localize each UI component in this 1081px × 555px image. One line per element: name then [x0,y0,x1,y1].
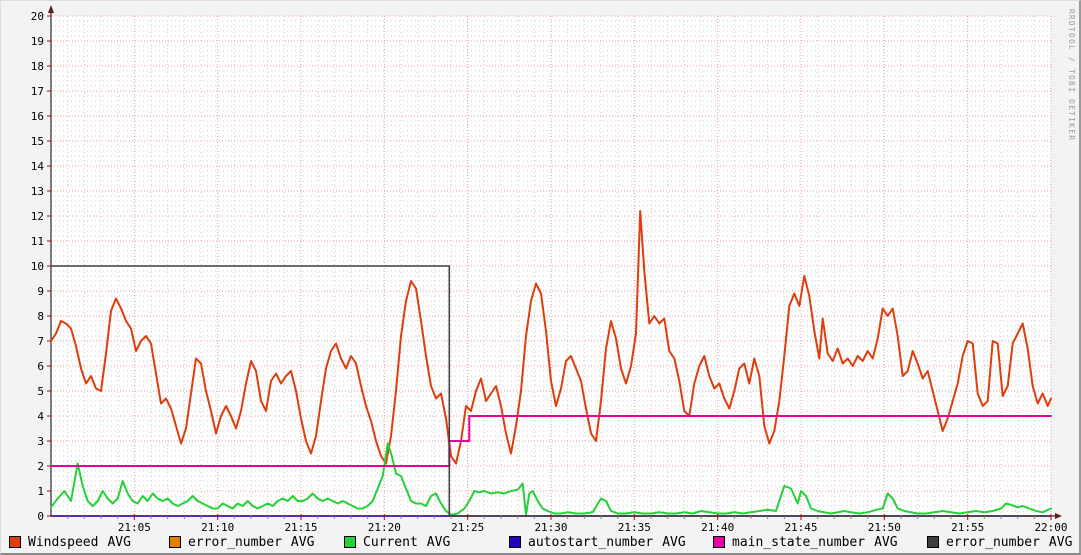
legend-series-stat: AVG [107,534,131,550]
legend-swatch-icon [713,536,725,548]
series-line-Current [50,442,1052,516]
legend-item-error_number-5: error_number AVG [927,534,1072,550]
y-tick-label: 8 [37,310,44,323]
x-tick-label: 21:10 [201,521,234,534]
watermark-text: RRDTOOL / TOBI OETIKER [1067,9,1076,142]
y-tick-label: 11 [31,235,44,248]
series-line-main_state_number [50,415,1052,467]
legend-item-error_number-1: error_number AVG [169,534,314,550]
y-tick-label: 6 [37,360,44,373]
legend-series-name: autostart_number [528,534,654,550]
legend-series-name: error_number [946,534,1040,550]
legend: Windspeed AVG error_number AVG Current AVG aut… [1,534,1079,552]
y-tick-label: 20 [31,10,44,23]
x-tick-label: 21:35 [618,521,651,534]
y-tick-label: 1 [37,485,44,498]
x-axis-arrow-icon [1055,513,1062,519]
y-tick-label: 18 [31,60,44,73]
y-tick-label: 14 [31,160,45,173]
x-tick-label: 21:15 [284,521,317,534]
x-tick-label: 21:05 [118,521,151,534]
legend-series-stat: AVG [1048,534,1073,550]
legend-series-stat: AVG [426,534,451,550]
y-tick-label: 3 [37,435,44,448]
legend-swatch-icon [509,536,521,548]
y-tick-label: 15 [31,135,44,148]
legend-item-autostart_number-3: autostart_number AVG [509,534,686,550]
y-tick-label: 13 [31,185,44,198]
y-axis-arrow-icon [48,5,54,13]
legend-series-stat: AVG [290,534,315,550]
y-tick-label: 16 [31,110,44,123]
series-line-error_number [50,265,1052,517]
y-tick-label: 2 [37,460,44,473]
x-tick-label: 21:50 [868,521,901,534]
legend-swatch-icon [344,536,356,548]
legend-item-Windspeed-0: Windspeed AVG [9,534,131,550]
legend-series-stat: AVG [874,534,898,550]
legend-swatch-icon [169,536,181,548]
x-tick-label: 21:45 [784,521,817,534]
y-tick-label: 5 [37,385,44,398]
y-tick-label: 12 [31,210,44,223]
legend-series-name: Windspeed [28,534,99,550]
x-tick-label: 21:40 [701,521,734,534]
y-tick-label: 17 [31,85,44,98]
y-tick-label: 4 [37,410,44,423]
legend-swatch-icon [927,536,939,548]
x-tick-label: 21:25 [451,521,484,534]
y-tick-label: 0 [37,510,44,523]
legend-series-name: main_state_number [732,534,866,550]
x-tick-label: 22:00 [1034,521,1067,534]
legend-series-name: error_number [188,534,282,550]
legend-series-stat: AVG [662,534,686,550]
legend-series-name: Current [363,534,418,550]
series-line-Windspeed [50,210,1052,465]
y-tick-label: 10 [31,260,44,273]
x-tick-label: 21:20 [368,521,401,534]
legend-item-main_state_number-4: main_state_number AVG [713,534,898,550]
x-tick-label: 21:55 [951,521,984,534]
x-tick-label: 21:30 [534,521,567,534]
y-tick-label: 9 [37,285,44,298]
y-tick-label: 19 [31,35,44,48]
legend-swatch-icon [9,536,21,548]
legend-item-Current-2: Current AVG [344,534,450,550]
y-tick-label: 7 [37,335,44,348]
